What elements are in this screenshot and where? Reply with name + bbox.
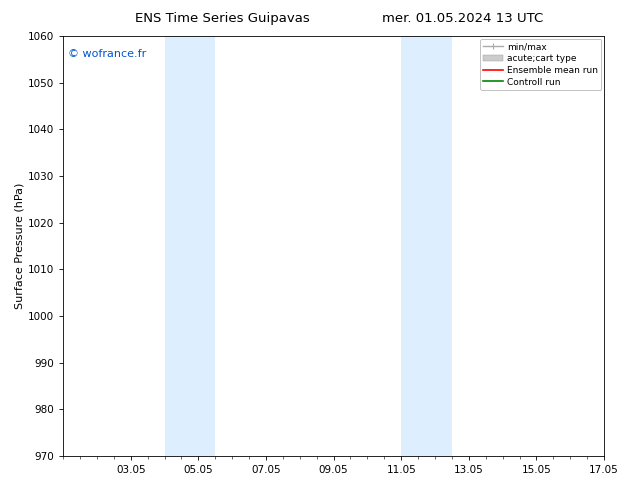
Text: © wofrance.fr: © wofrance.fr <box>68 49 146 59</box>
Y-axis label: Surface Pressure (hPa): Surface Pressure (hPa) <box>15 183 25 309</box>
Text: ENS Time Series Guipavas: ENS Time Series Guipavas <box>134 12 309 25</box>
Legend: min/max, acute;cart type, Ensemble mean run, Controll run: min/max, acute;cart type, Ensemble mean … <box>480 39 602 90</box>
Bar <box>164 36 215 456</box>
Bar <box>401 36 452 456</box>
Text: mer. 01.05.2024 13 UTC: mer. 01.05.2024 13 UTC <box>382 12 543 25</box>
